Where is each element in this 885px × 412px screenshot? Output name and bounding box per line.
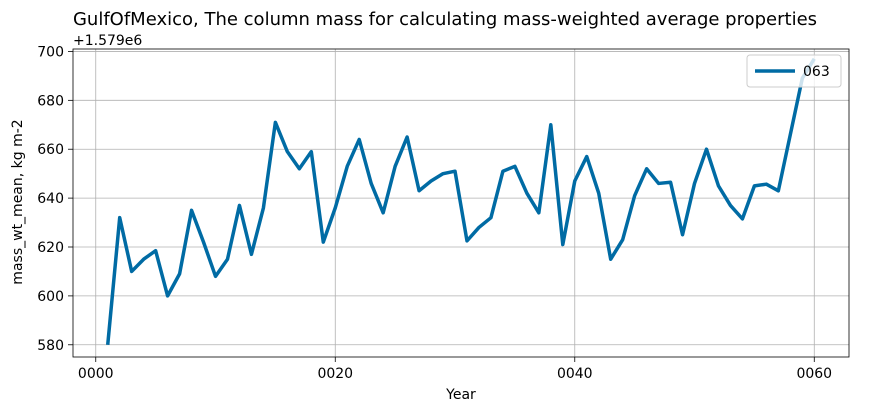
- series-layer: [105, 57, 816, 345]
- legend: 063: [746, 54, 842, 88]
- y-axis-ticks: 580 600 620 640 660 680 700: [37, 44, 73, 354]
- x-tick-label: 0000: [78, 366, 114, 382]
- y-axis-label: mass_wt_mean, kg m-2: [10, 119, 26, 284]
- y-tick-label: 680: [37, 93, 64, 109]
- plot-frame: [72, 48, 850, 358]
- legend-label: 063: [803, 64, 830, 80]
- x-axis-label: Year: [445, 387, 476, 403]
- x-tick-label: 0040: [557, 366, 593, 382]
- y-tick-label: 620: [37, 240, 64, 256]
- x-tick-label: 0020: [317, 366, 353, 382]
- y-axis-offset-label: +1.579e6: [73, 33, 142, 49]
- y-tick-label: 640: [37, 191, 64, 207]
- y-tick-label: 660: [37, 142, 64, 158]
- x-axis-ticks: 0000 0020 0040 0060: [78, 357, 832, 382]
- x-tick-label: 0060: [796, 366, 832, 382]
- y-tick-label: 580: [37, 338, 64, 354]
- series-line: [105, 57, 816, 345]
- grid: [73, 49, 849, 357]
- y-tick-label: 600: [37, 289, 64, 305]
- y-tick-label: 700: [37, 44, 64, 60]
- chart-title: GulfOfMexico, The column mass for calcul…: [73, 9, 817, 30]
